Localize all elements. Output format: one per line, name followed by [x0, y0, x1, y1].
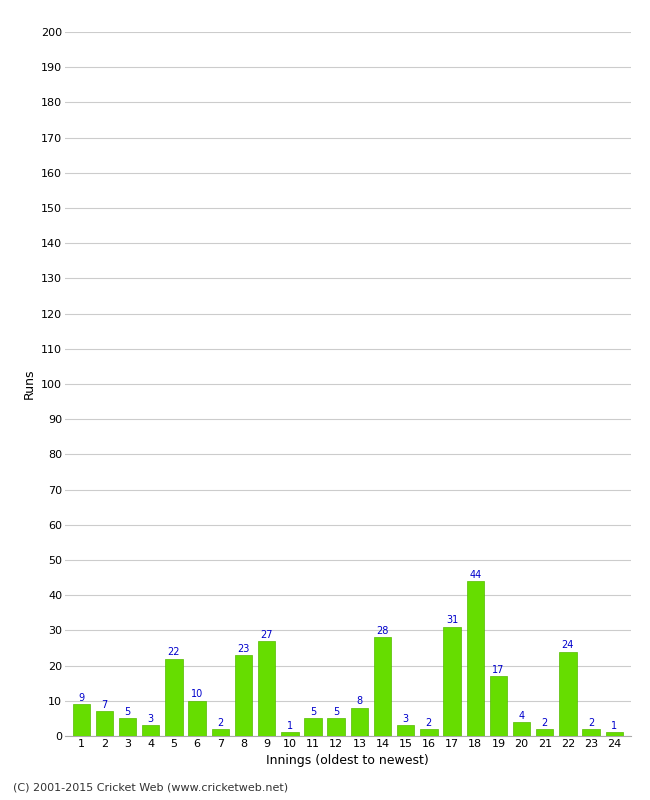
Bar [235, 655, 252, 736]
Text: 2: 2 [541, 718, 548, 727]
Bar [397, 726, 415, 736]
Bar [374, 638, 391, 736]
Text: 1: 1 [287, 721, 293, 731]
Text: 24: 24 [562, 640, 574, 650]
Text: 9: 9 [78, 693, 84, 703]
Bar [606, 733, 623, 736]
Text: 7: 7 [101, 700, 107, 710]
Bar [559, 651, 577, 736]
Bar [328, 718, 345, 736]
Bar [281, 733, 298, 736]
Text: 44: 44 [469, 570, 482, 580]
Text: 2: 2 [588, 718, 594, 727]
Bar [258, 641, 276, 736]
Text: 2: 2 [217, 718, 224, 727]
Bar [489, 676, 507, 736]
Bar [304, 718, 322, 736]
Text: 22: 22 [168, 647, 180, 657]
Bar [467, 581, 484, 736]
Bar [212, 729, 229, 736]
Text: 1: 1 [611, 721, 618, 731]
Bar [165, 658, 183, 736]
Text: 3: 3 [148, 714, 154, 724]
Text: 3: 3 [402, 714, 409, 724]
Bar [582, 729, 600, 736]
Text: (C) 2001-2015 Cricket Web (www.cricketweb.net): (C) 2001-2015 Cricket Web (www.cricketwe… [13, 782, 288, 792]
Y-axis label: Runs: Runs [23, 369, 36, 399]
Bar [350, 708, 368, 736]
Bar [443, 627, 461, 736]
Bar [142, 726, 159, 736]
Bar [73, 704, 90, 736]
Text: 4: 4 [519, 710, 525, 721]
Text: 17: 17 [492, 665, 504, 674]
Text: 8: 8 [356, 697, 363, 706]
Text: 31: 31 [446, 615, 458, 626]
Bar [536, 729, 553, 736]
Text: 5: 5 [333, 707, 339, 717]
X-axis label: Innings (oldest to newest): Innings (oldest to newest) [266, 754, 429, 767]
Text: 5: 5 [124, 707, 131, 717]
Bar [420, 729, 437, 736]
Text: 5: 5 [310, 707, 316, 717]
Text: 27: 27 [261, 630, 273, 639]
Bar [119, 718, 136, 736]
Text: 2: 2 [426, 718, 432, 727]
Text: 28: 28 [376, 626, 389, 636]
Bar [96, 711, 113, 736]
Text: 23: 23 [237, 644, 250, 654]
Text: 10: 10 [191, 690, 203, 699]
Bar [188, 701, 206, 736]
Bar [513, 722, 530, 736]
